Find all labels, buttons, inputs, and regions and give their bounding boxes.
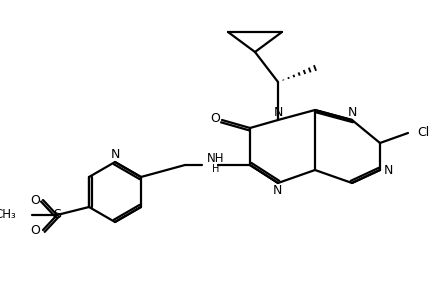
- Text: N: N: [347, 107, 357, 120]
- Text: O: O: [210, 113, 220, 125]
- Text: S: S: [53, 208, 61, 221]
- Text: O: O: [30, 224, 40, 237]
- Text: O: O: [30, 193, 40, 206]
- Text: NH: NH: [207, 151, 225, 164]
- Text: N: N: [383, 164, 393, 177]
- Text: H: H: [212, 164, 220, 174]
- Text: CH₃: CH₃: [0, 208, 16, 221]
- Text: Cl: Cl: [417, 127, 429, 140]
- Text: N: N: [111, 149, 120, 162]
- Text: N: N: [272, 184, 282, 197]
- Text: N: N: [273, 107, 283, 120]
